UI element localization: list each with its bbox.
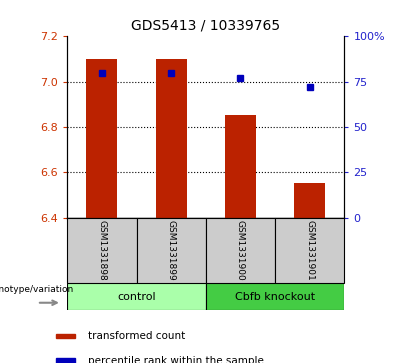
- Text: GSM1331898: GSM1331898: [97, 220, 106, 281]
- Text: transformed count: transformed count: [88, 331, 185, 341]
- Text: genotype/variation: genotype/variation: [0, 285, 74, 294]
- Text: Cbfb knockout: Cbfb knockout: [235, 292, 315, 302]
- Bar: [275, 218, 344, 283]
- Bar: [67, 218, 136, 283]
- Title: GDS5413 / 10339765: GDS5413 / 10339765: [131, 19, 281, 32]
- Bar: [56, 359, 75, 363]
- Bar: [67, 283, 206, 310]
- Text: GSM1331901: GSM1331901: [305, 220, 314, 281]
- Bar: [155, 59, 187, 218]
- Text: percentile rank within the sample: percentile rank within the sample: [88, 356, 264, 363]
- Bar: [294, 183, 326, 218]
- Bar: [206, 218, 275, 283]
- Bar: [206, 283, 344, 310]
- Bar: [136, 218, 206, 283]
- Bar: [225, 115, 256, 218]
- Bar: [56, 334, 75, 338]
- Text: GSM1331900: GSM1331900: [236, 220, 245, 281]
- Text: control: control: [117, 292, 156, 302]
- Text: GSM1331899: GSM1331899: [167, 220, 176, 281]
- Bar: [86, 59, 118, 218]
